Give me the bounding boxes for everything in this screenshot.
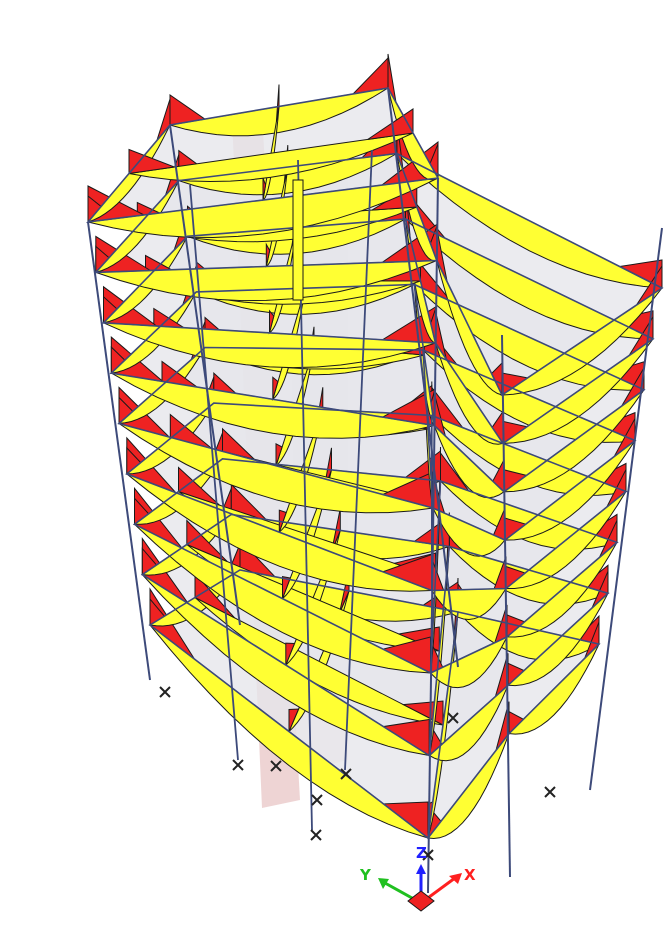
negative-moment-diagram (285, 642, 296, 666)
negative-moment-diagram (186, 519, 228, 562)
positive-moment-diagram (440, 480, 619, 550)
z-axis-label: Z (416, 844, 427, 862)
negative-moment-diagram (367, 108, 414, 140)
column (501, 334, 511, 878)
fixed-support (422, 849, 434, 861)
fixed-support (311, 794, 323, 806)
fixed-support (159, 686, 171, 698)
negative-moment-diagram (269, 309, 275, 334)
fixed-support (310, 829, 322, 841)
negative-moment-diagram (275, 442, 283, 466)
x-axis-label: X (464, 866, 476, 884)
column (344, 149, 373, 771)
negative-moment-diagram (262, 177, 267, 201)
fixed-support (340, 768, 352, 780)
negative-moment-diagram (275, 84, 280, 122)
negative-moment-diagram (272, 376, 279, 400)
negative-moment-diagram (288, 708, 300, 732)
floor-beam-outline (427, 611, 601, 839)
fixed-support (270, 760, 282, 772)
positive-moment-diagram (431, 506, 506, 557)
y-axis-arrowhead (378, 878, 389, 889)
negative-moment-diagram (265, 242, 271, 267)
x-axis-arrowhead (449, 873, 462, 884)
floor-beam-outline (428, 545, 610, 757)
base-support-glyph (407, 890, 435, 912)
negative-moment-diagram (178, 466, 220, 506)
column (87, 221, 151, 681)
frame-member-layer (86, 87, 664, 894)
positive-moment-diagram (194, 597, 444, 726)
column (387, 87, 459, 668)
support-layer (159, 686, 556, 861)
negative-moment-diagram (282, 576, 291, 599)
floor-beam-outline (396, 152, 664, 397)
fixed-support (232, 759, 244, 771)
positive-moment-diagram (428, 684, 509, 762)
floor-beam-outline (405, 218, 655, 445)
floor-beam-outline (422, 349, 637, 542)
positive-moment-diagram (103, 322, 436, 369)
positive-moment-diagram (95, 260, 437, 302)
column (189, 184, 239, 761)
positive-moment-diagram (118, 423, 434, 514)
y-axis-label: Y (359, 866, 372, 884)
z-axis-arrowhead (416, 864, 426, 874)
fixed-support (447, 712, 459, 724)
positive-moment-diagram (433, 425, 505, 499)
column (427, 177, 439, 894)
axes-triad: Z X Y (359, 844, 476, 912)
core-column-diagram (292, 179, 304, 301)
floor-beam-outline (413, 283, 646, 493)
fixed-support (544, 786, 556, 798)
floor-beam-outline (430, 480, 619, 674)
negative-moment-diagram (128, 148, 177, 175)
column (589, 227, 663, 791)
floor-beam-outline (431, 414, 628, 592)
